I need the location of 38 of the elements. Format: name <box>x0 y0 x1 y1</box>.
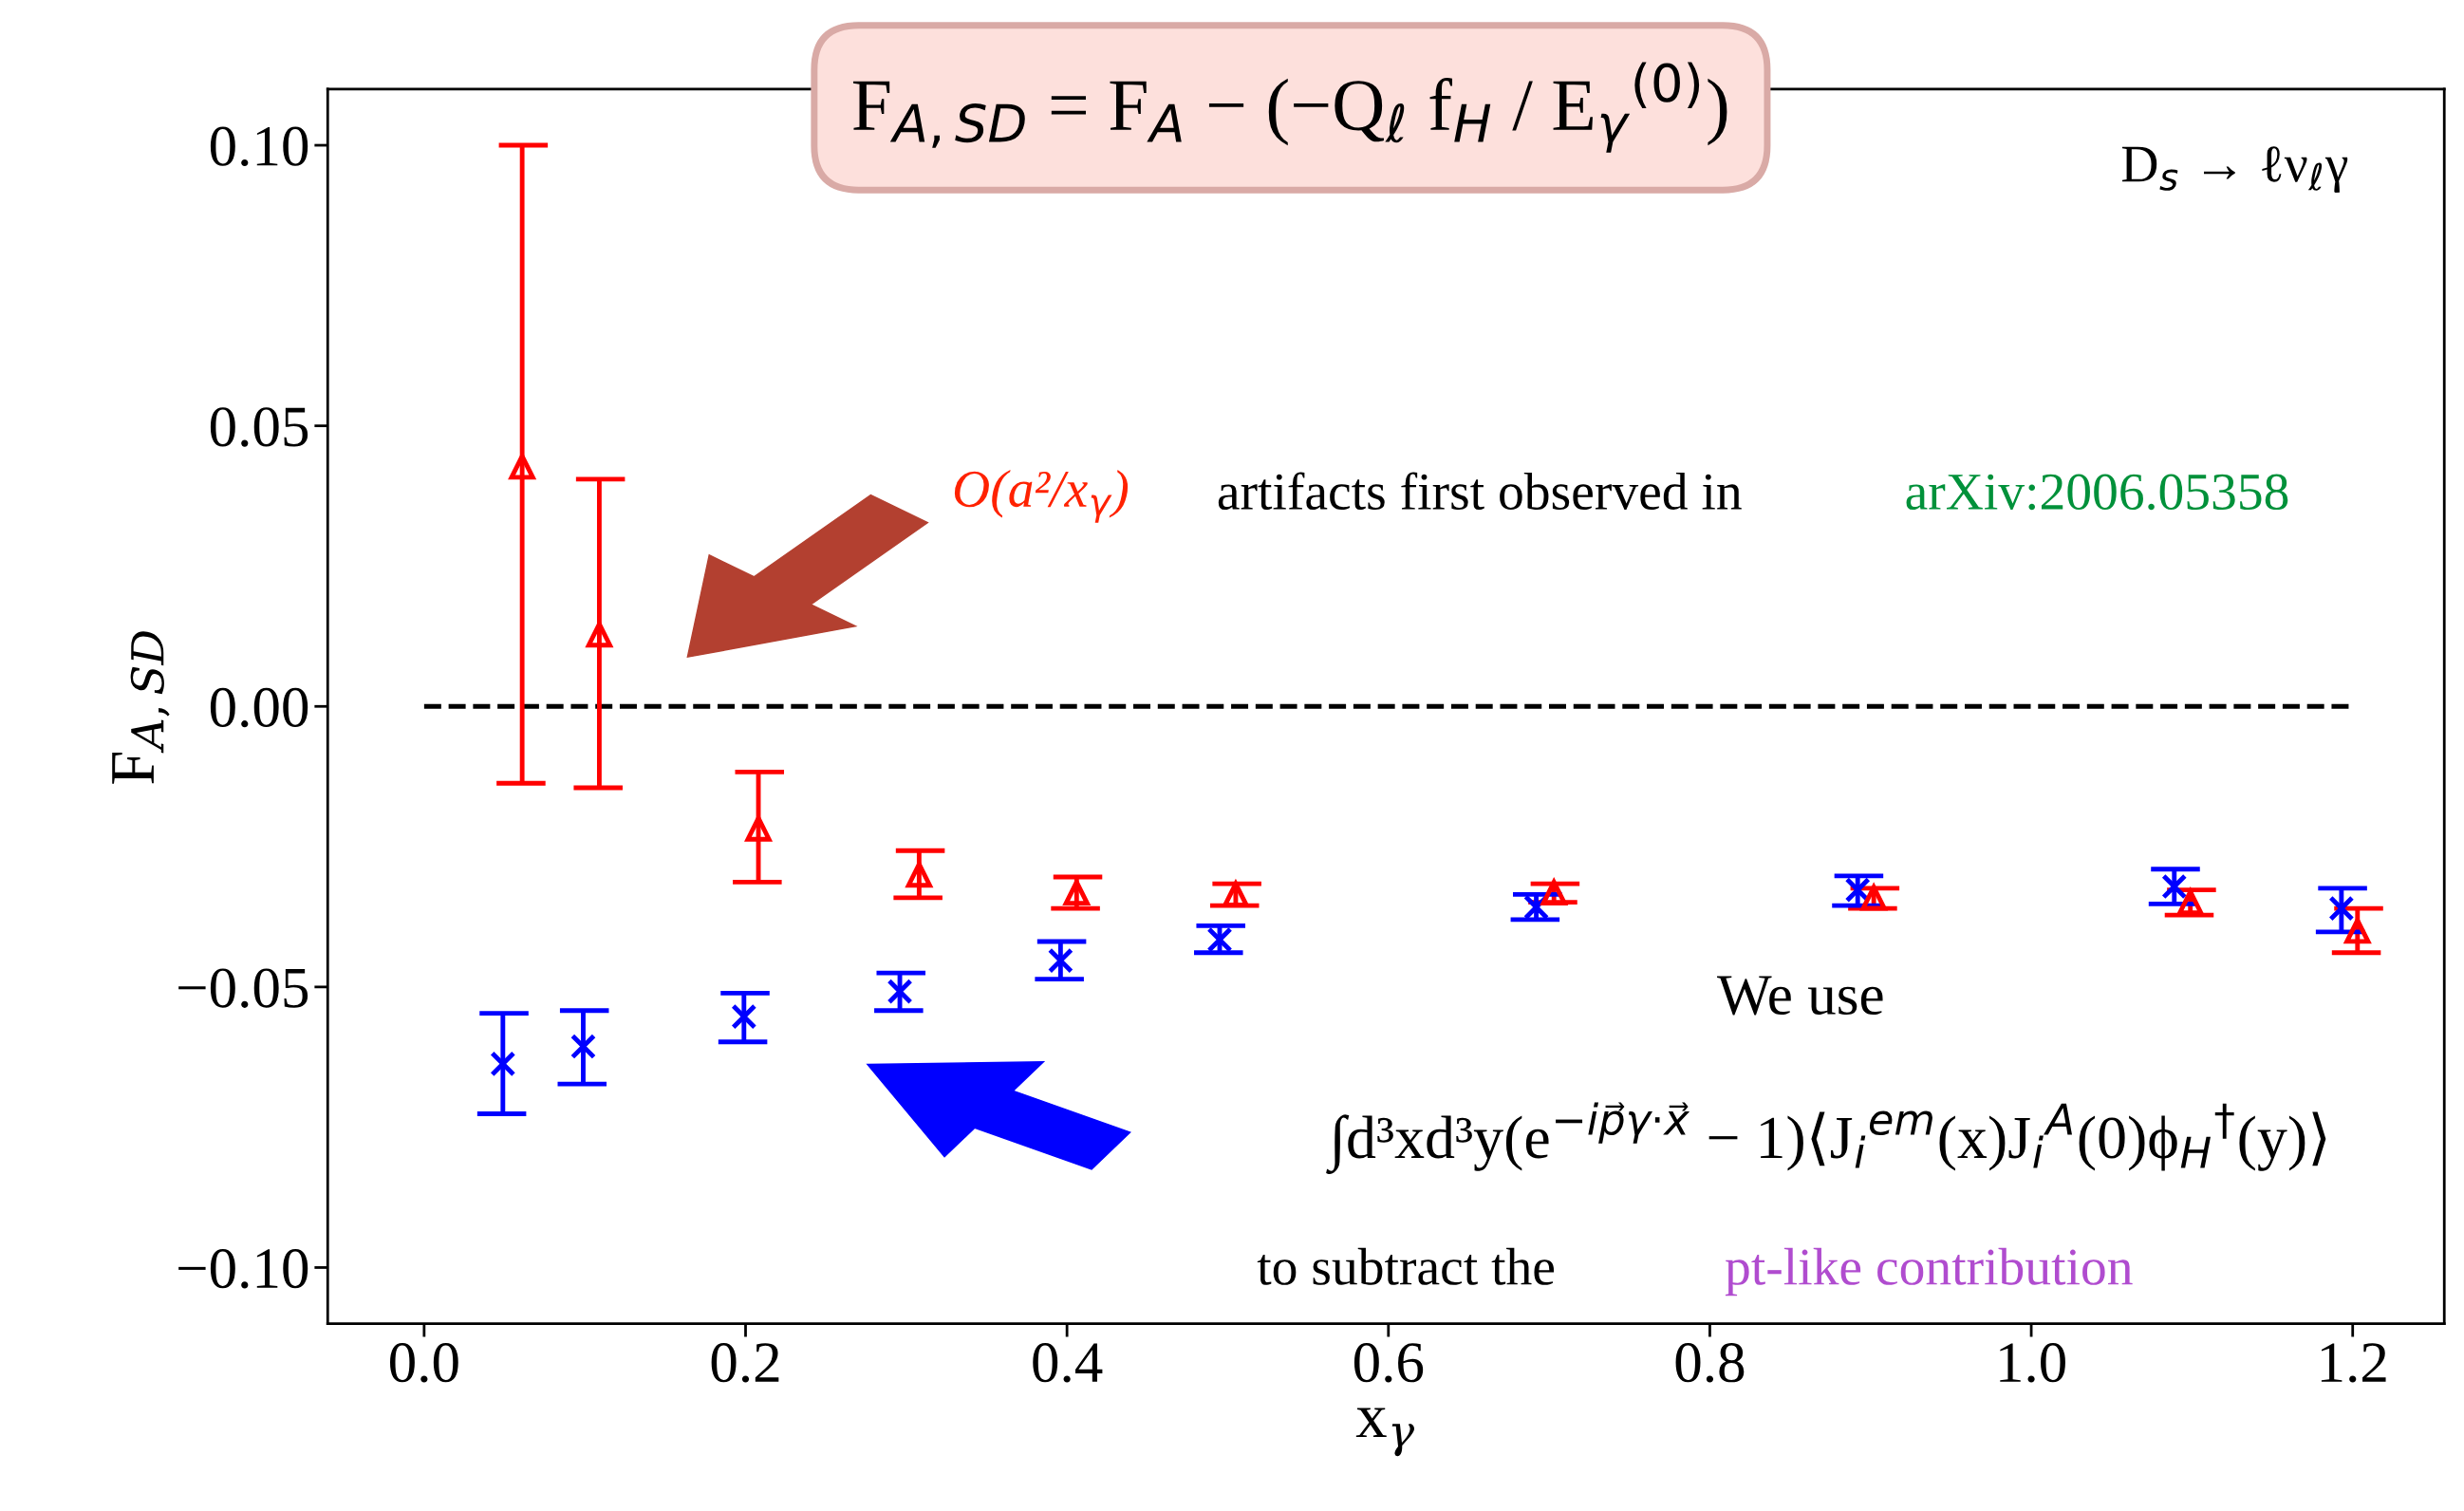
x-tick-label: 1.2 <box>2321 1343 2386 1383</box>
y-tick-label: −0.05 <box>178 968 308 1008</box>
point <box>490 1051 516 1077</box>
annotation: artifacts first observed in <box>1218 472 1742 511</box>
annotation: arXiv:2006.05358 <box>1906 474 2288 511</box>
point <box>1206 926 1233 953</box>
y-tick-label: 0.00 <box>210 687 308 728</box>
point <box>2328 895 2355 922</box>
annotation: to subtract the <box>1257 1247 1555 1285</box>
point <box>905 862 932 888</box>
annotation: pt-like contribution <box>1725 1247 2133 1296</box>
x-axis-title: x$_{γ}$ <box>1355 1408 1414 1457</box>
y-tick-label: 0.05 <box>210 407 308 447</box>
text: ∫d³xd³y(e$^{−ip⃗γ·x⃗}$ − 1)⟨J$_{i}$$^{em}$(x)J$_{i}$$^{A}$(0)ϕ$_{H}$$^{†}$(y)⟩ <box>1326 1102 2326 1175</box>
point <box>745 815 772 842</box>
point <box>569 1033 597 1060</box>
x-tick-label: 0.6 <box>1353 1343 1424 1383</box>
annotation: We use <box>1717 976 1883 1016</box>
y-axis-title: F$_{A,SD}$ <box>112 631 170 784</box>
point <box>509 454 535 480</box>
point <box>1063 880 1090 906</box>
x-tick-label: 0.0 <box>390 1343 458 1383</box>
point <box>887 979 913 1005</box>
point <box>1047 947 1073 974</box>
annotation: D$_{s}$ → ℓν$_{ℓ}$γ <box>2121 146 2348 194</box>
y-tick-label: 0.10 <box>210 126 308 167</box>
point <box>1844 877 1871 904</box>
x-tick-label: 1.0 <box>2000 1343 2065 1383</box>
point <box>2161 873 2188 900</box>
point <box>2344 918 2371 944</box>
point <box>586 622 612 648</box>
point <box>731 1003 757 1030</box>
x-tick-label: 0.8 <box>1675 1343 1745 1383</box>
x-tick-label: 0.2 <box>711 1343 779 1383</box>
annotation: O(a²/x$_{γ}$) <box>954 470 1129 523</box>
x-tick-label: 0.4 <box>1033 1343 1103 1383</box>
y-tick-label: −0.10 <box>178 1249 308 1289</box>
text: F$_{A,SD}$ = F$_{A}$ − (−Q$_{ℓ}$ f$_{H}$ / E$_{γ}$$^{(0)}$) <box>852 62 1727 153</box>
